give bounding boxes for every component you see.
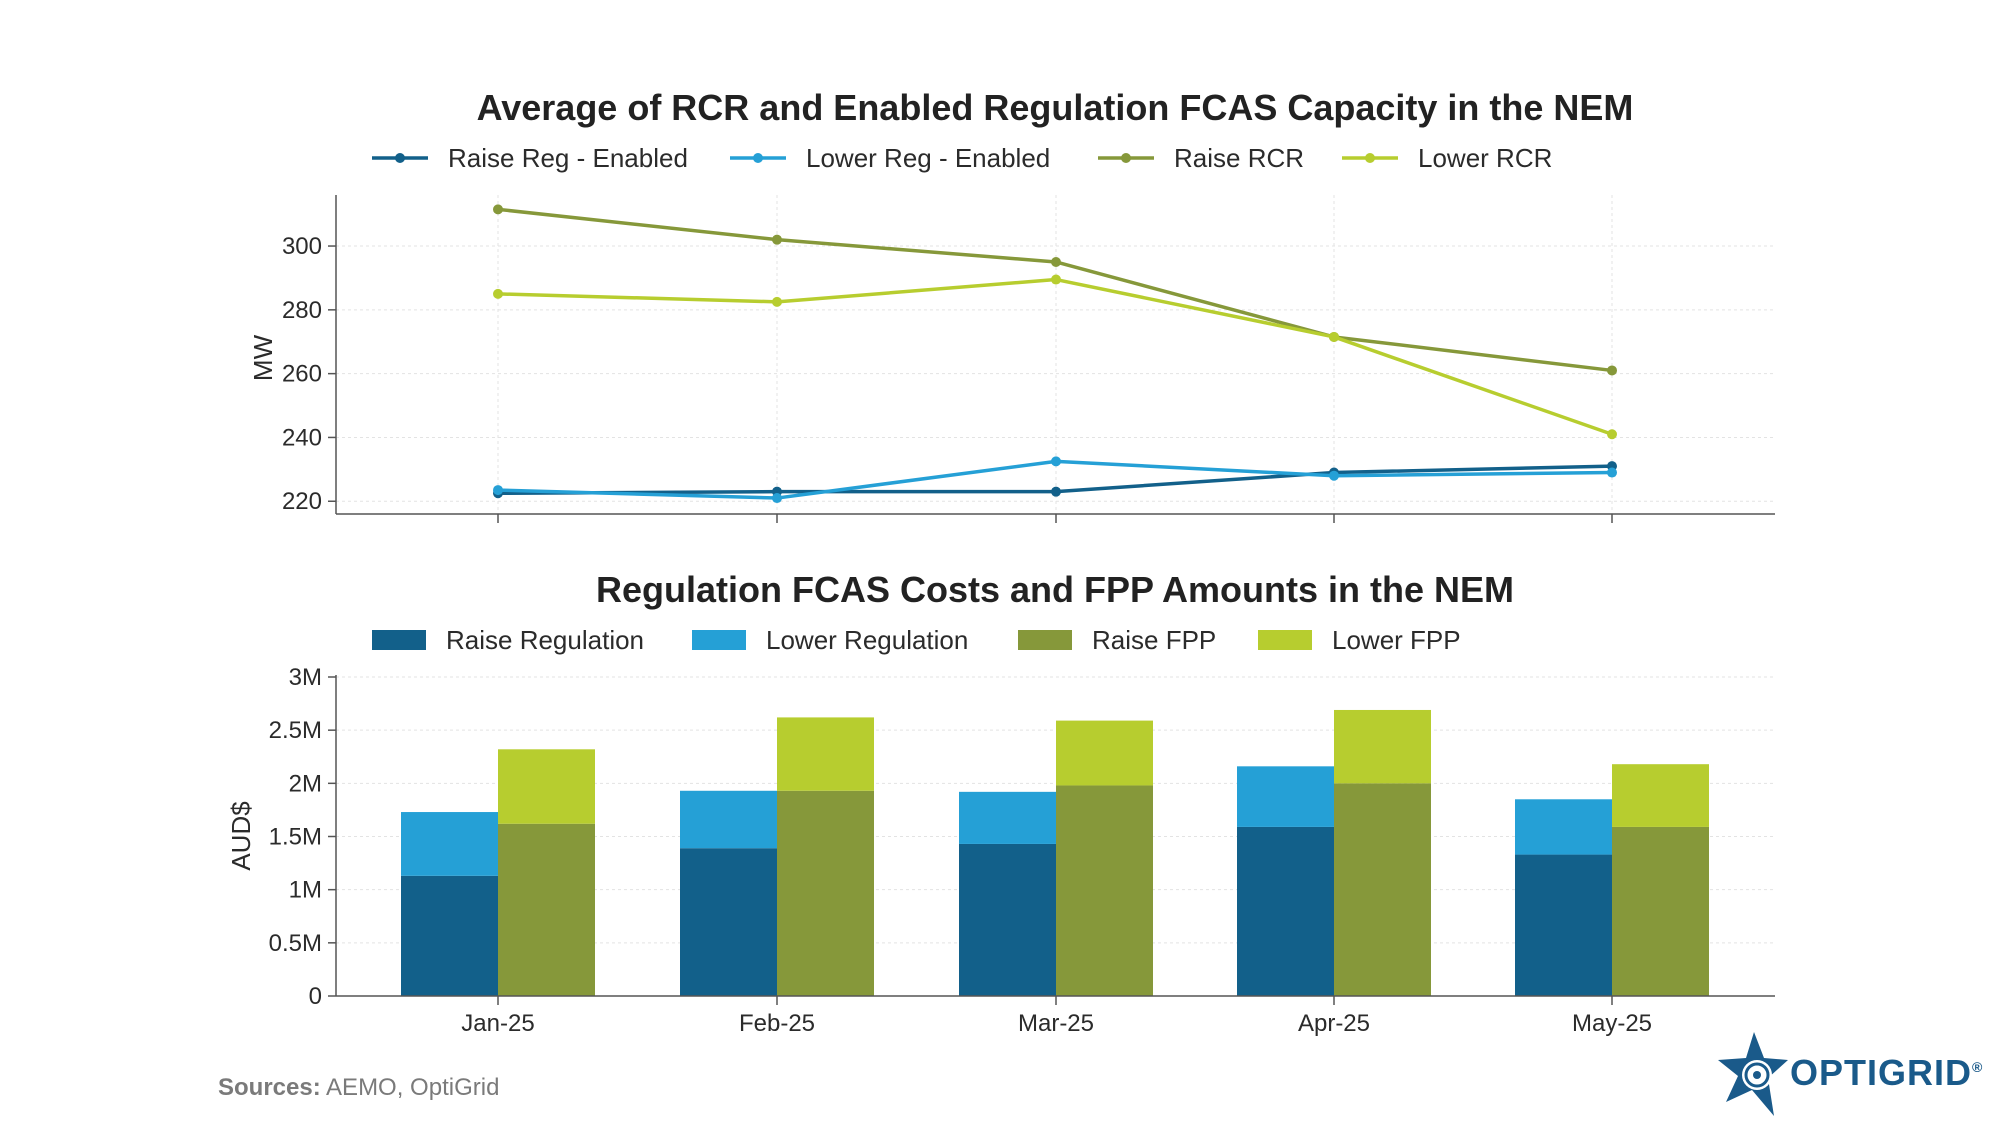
line-point-lower-rcr	[493, 288, 503, 299]
line-point-lower-reg-enabled	[772, 493, 782, 504]
bar-lower-regulation	[680, 790, 777, 849]
legend-label-raise-regulation: Raise Regulation	[446, 625, 644, 655]
line-point-lower-reg-enabled	[1051, 456, 1061, 467]
logo-wordmark: OPTIGRID	[1790, 1052, 1973, 1093]
line-chart-series	[493, 204, 1617, 504]
bar-raise-fpp	[1056, 785, 1153, 996]
sources-text: AEMO, OptiGrid	[320, 1074, 500, 1101]
bar-lower-fpp	[1612, 764, 1709, 827]
bar-chart-y-axis-label: AUD$	[226, 801, 256, 871]
bar-chart-y-ticks: 0 0.5M 1M 1.5M 2M 2.5M 3M	[269, 664, 336, 1010]
legend-swatch-lower-fpp	[1258, 630, 1312, 650]
bar-chart-x-tick-label: Mar-25	[1018, 1010, 1094, 1037]
bar-chart-legend: Raise Regulation Lower Regulation Raise FP…	[372, 625, 1461, 655]
optigrid-logo: OPTIGRID®	[1712, 1030, 1992, 1120]
line-point-lower-rcr	[1329, 331, 1339, 342]
line-series-raise-rcr	[497, 207, 1613, 373]
bar-lower-fpp	[1334, 709, 1431, 784]
legend-label-raise-fpp: Raise FPP	[1092, 625, 1216, 655]
logo-registered-mark: ®	[1972, 1059, 1984, 1075]
line-chart-y-tick-label: 280	[282, 297, 322, 324]
bar-lower-regulation	[1515, 799, 1612, 855]
bar-chart-y-tick-label: 3M	[289, 664, 322, 691]
line-chart-y-axis-label: MW	[248, 334, 278, 381]
bar-raise-regulation	[401, 875, 498, 996]
bar-chart-y-tick-label: 2.5M	[269, 717, 322, 744]
line-point-raise-rcr	[1607, 365, 1617, 376]
legend-label-lower-fpp: Lower FPP	[1332, 625, 1461, 655]
bar-lower-fpp	[498, 749, 595, 824]
legend-label-raise-reg-enabled: Raise Reg - Enabled	[448, 143, 688, 173]
bar-chart-y-tick-label: 0	[309, 983, 322, 1010]
bar-chart-x-tick-label: Feb-25	[739, 1010, 815, 1037]
bar-lower-regulation	[401, 812, 498, 876]
legend-label-raise-rcr: Raise RCR	[1174, 143, 1304, 173]
bar-raise-regulation	[1515, 854, 1612, 996]
legend-marker-lower-reg-enabled	[753, 153, 763, 163]
legend-marker-raise-reg-enabled	[395, 153, 405, 163]
bar-chart: Regulation FCAS Costs and FPP Amounts in…	[226, 569, 1775, 1037]
sources-footer: Sources: AEMO, OptiGrid	[218, 1074, 499, 1102]
legend-label-lower-regulation: Lower Regulation	[766, 625, 968, 655]
line-point-lower-reg-enabled	[1607, 467, 1617, 478]
line-point-lower-rcr	[1607, 429, 1617, 440]
bar-raise-regulation	[1237, 826, 1334, 996]
line-point-raise-rcr	[493, 204, 503, 215]
line-point-lower-reg-enabled	[1329, 470, 1339, 481]
line-chart: Average of RCR and Enabled Regulation FC…	[248, 87, 1775, 523]
bar-lower-fpp	[777, 717, 874, 791]
line-point-lower-reg-enabled	[493, 485, 503, 496]
legend-marker-raise-rcr	[1121, 153, 1131, 163]
line-chart-y-tick-label: 300	[282, 233, 322, 260]
bar-lower-regulation	[959, 791, 1056, 844]
line-chart-y-tick-label: 240	[282, 424, 322, 451]
bar-raise-fpp	[777, 790, 874, 996]
bar-chart-y-tick-label: 1M	[289, 877, 322, 904]
bar-chart-y-tick-label: 0.5M	[269, 930, 322, 957]
bar-chart-y-tick-label: 2M	[289, 770, 322, 797]
line-chart-y-ticks: 220 240 260 280 300	[282, 233, 336, 515]
legend-swatch-lower-regulation	[692, 630, 746, 650]
legend-swatch-raise-regulation	[372, 630, 426, 650]
line-point-raise-rcr	[772, 234, 782, 245]
bar-raise-fpp	[498, 823, 595, 996]
line-chart-x-ticks	[497, 514, 1613, 523]
optigrid-logo-mark-icon	[1718, 1032, 1788, 1116]
bar-chart-title: Regulation FCAS Costs and FPP Amounts in…	[596, 569, 1514, 610]
bar-lower-regulation	[1237, 766, 1334, 827]
bar-chart-bars	[401, 709, 1709, 996]
line-chart-y-tick-label: 260	[282, 361, 322, 388]
bar-chart-x-tick-label: May-25	[1572, 1010, 1652, 1037]
line-point-lower-rcr	[772, 296, 782, 307]
line-point-raise-reg-enabled	[1051, 486, 1061, 497]
legend-swatch-raise-fpp	[1018, 630, 1072, 650]
optigrid-logo-text: OPTIGRID®	[1790, 1052, 1983, 1094]
legend-label-lower-reg-enabled: Lower Reg - Enabled	[806, 143, 1050, 173]
bar-chart-x-tick-label: Jan-25	[461, 1010, 534, 1037]
sources-label: Sources:	[218, 1074, 321, 1101]
legend-marker-lower-rcr	[1365, 153, 1375, 163]
bar-raise-fpp	[1612, 826, 1709, 996]
line-point-lower-rcr	[1051, 274, 1061, 285]
line-series-lower-rcr	[497, 277, 1613, 436]
bar-lower-fpp	[1056, 720, 1153, 786]
line-chart-title: Average of RCR and Enabled Regulation FC…	[477, 87, 1634, 128]
bar-raise-regulation	[680, 848, 777, 996]
bar-chart-x-tick-label: Apr-25	[1298, 1010, 1370, 1037]
bar-chart-x-ticks: Jan-25 Feb-25 Mar-25 Apr-25 May-25	[461, 996, 1652, 1037]
line-point-raise-rcr	[1051, 256, 1061, 267]
bar-raise-regulation	[959, 843, 1056, 996]
line-chart-legend: Raise Reg - Enabled Lower Reg - Enabled Ra…	[372, 143, 1552, 173]
bar-raise-fpp	[1334, 783, 1431, 996]
legend-label-lower-rcr: Lower RCR	[1418, 143, 1552, 173]
line-chart-y-tick-label: 220	[282, 488, 322, 515]
bar-chart-y-tick-label: 1.5M	[269, 824, 322, 851]
